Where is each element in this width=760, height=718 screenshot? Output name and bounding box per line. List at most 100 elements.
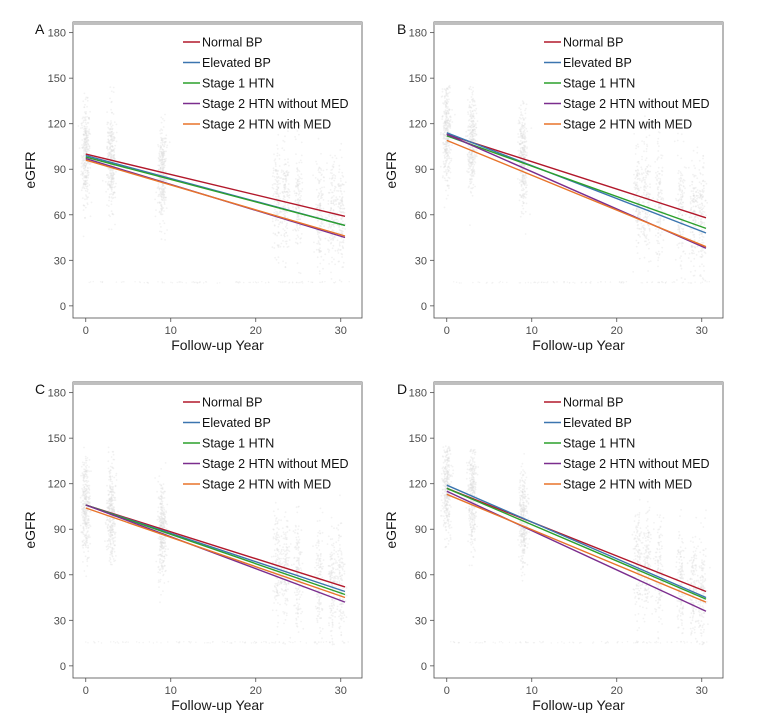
legend: Normal BP Elevated BP Stage 1 HTN Stage 2 H… — [544, 36, 710, 132]
y-tick-label: 90 — [415, 164, 427, 176]
y-tick-label: 150 — [48, 73, 66, 85]
x-tick-label: 20 — [250, 325, 262, 337]
plot-top-band — [434, 382, 723, 385]
legend-entry: Elevated BP — [202, 416, 271, 430]
panel-label: A — [35, 21, 45, 37]
legend-entry: Stage 1 HTN — [202, 437, 274, 451]
x-tick-label: 10 — [526, 685, 538, 697]
y-tick-label: 180 — [48, 28, 66, 40]
legend-entry: Normal BP — [202, 36, 262, 50]
series-line-stage-1-htn — [446, 487, 707, 600]
panel-label: C — [35, 381, 45, 397]
series-line-normal-bp — [446, 487, 707, 593]
legend-entry: Stage 2 HTN without MED — [202, 97, 349, 111]
y-tick-label: 0 — [60, 661, 66, 673]
legend-entry: Elevated BP — [563, 416, 632, 430]
legend-entry: Normal BP — [563, 396, 623, 410]
panel-D: 0 30 60 90 120 150 180 0 10 20 30 Follow-up Year eGF… — [383, 381, 724, 713]
y-tick-label: 60 — [415, 210, 427, 222]
y-tick-label: 30 — [415, 255, 427, 267]
y-axis-label: eGFR — [22, 511, 38, 548]
series-line-elevated-bp — [446, 132, 707, 234]
legend-entry: Stage 2 HTN without MED — [563, 97, 710, 111]
x-tick-label: 20 — [611, 685, 623, 697]
y-tick-label: 30 — [54, 615, 66, 627]
series-line-stage-2-htn-with-med — [85, 159, 346, 237]
series-line-stage-1-htn — [85, 156, 346, 227]
panel-label: B — [397, 21, 406, 37]
legend-entry: Stage 2 HTN with MED — [563, 478, 692, 492]
plot-frame — [433, 381, 724, 679]
legend-entry: Stage 1 HTN — [563, 77, 635, 91]
y-tick-label: 120 — [409, 119, 427, 131]
y-tick-label: 0 — [421, 661, 427, 673]
x-tick-label: 20 — [611, 325, 623, 337]
y-tick-label: 180 — [409, 388, 427, 400]
y-tick-label: 150 — [48, 433, 66, 445]
x-tick-label: 10 — [165, 325, 177, 337]
plot-frame — [433, 21, 724, 319]
panel-B: 0 30 60 90 120 150 180 0 10 20 30 Follow-up Year eGF… — [383, 21, 724, 353]
y-axis-label: eGFR — [22, 151, 38, 188]
x-tick-label: 30 — [335, 325, 347, 337]
x-axis-label: Follow-up Year — [171, 337, 264, 353]
legend-entry: Stage 1 HTN — [563, 437, 635, 451]
plot-top-band — [73, 22, 362, 25]
x-axis-label: Follow-up Year — [532, 337, 625, 353]
plot-frame — [72, 381, 363, 679]
y-tick-label: 120 — [409, 479, 427, 491]
series-line-stage-2-htn-with-med — [446, 139, 707, 248]
y-tick-label: 30 — [54, 255, 66, 267]
y-tick-label: 90 — [54, 164, 66, 176]
legend-entry: Normal BP — [202, 396, 262, 410]
y-tick-label: 0 — [60, 301, 66, 313]
x-tick-label: 20 — [250, 685, 262, 697]
y-tick-label: 60 — [54, 210, 66, 222]
y-axis-label: eGFR — [383, 151, 399, 188]
series-line-normal-bp — [446, 133, 707, 219]
series-line-stage-1-htn — [446, 135, 707, 230]
y-tick-label: 60 — [54, 570, 66, 582]
x-tick-label: 10 — [165, 685, 177, 697]
y-tick-label: 150 — [409, 73, 427, 85]
series-line-stage-2-htn-with-med — [446, 493, 707, 603]
series-line-stage-1-htn — [85, 504, 346, 596]
series-line-normal-bp — [85, 153, 346, 217]
y-tick-label: 90 — [54, 524, 66, 536]
x-tick-label: 0 — [83, 325, 89, 337]
y-tick-label: 120 — [48, 119, 66, 131]
y-tick-label: 0 — [421, 301, 427, 313]
legend: Normal BP Elevated BP Stage 1 HTN Stage 2 H… — [544, 396, 710, 492]
legend: Normal BP Elevated BP Stage 1 HTN Stage 2 H… — [183, 396, 349, 492]
legend-entry: Stage 2 HTN without MED — [202, 457, 349, 471]
panel-label: D — [397, 381, 407, 397]
plot-top-band — [73, 382, 362, 385]
series-line-normal-bp — [85, 504, 346, 588]
legend-entry: Stage 2 HTN without MED — [563, 457, 710, 471]
legend-entry: Stage 2 HTN with MED — [202, 478, 331, 492]
series-line-stage-2-htn-without-med — [446, 490, 707, 612]
series-line-stage-2-htn-without-med — [85, 504, 346, 603]
series-line-elevated-bp — [446, 484, 707, 599]
x-tick-label: 30 — [335, 685, 347, 697]
y-tick-label: 180 — [409, 28, 427, 40]
y-axis-label: eGFR — [383, 511, 399, 548]
x-axis-label: Follow-up Year — [532, 697, 625, 713]
legend-entry: Elevated BP — [563, 56, 632, 70]
legend-entry: Stage 2 HTN with MED — [563, 118, 692, 132]
legend: Normal BP Elevated BP Stage 1 HTN Stage 2 H… — [183, 36, 349, 132]
panel-C: 0 30 60 90 120 150 180 0 10 20 30 Follow-up Year eGF… — [22, 381, 363, 713]
x-tick-label: 10 — [526, 325, 538, 337]
legend-entry: Stage 2 HTN with MED — [202, 118, 331, 132]
x-tick-label: 30 — [696, 325, 708, 337]
y-tick-label: 120 — [48, 479, 66, 491]
x-axis-label: Follow-up Year — [171, 697, 264, 713]
plot-top-band — [434, 22, 723, 25]
series-line-stage-2-htn-with-med — [85, 507, 346, 599]
panel-A: 0 30 60 90 120 150 180 0 10 20 30 Follow-up Year eGF… — [22, 21, 363, 353]
legend-entry: Elevated BP — [202, 56, 271, 70]
x-tick-label: 0 — [444, 685, 450, 697]
y-tick-label: 90 — [415, 524, 427, 536]
y-tick-label: 150 — [409, 433, 427, 445]
